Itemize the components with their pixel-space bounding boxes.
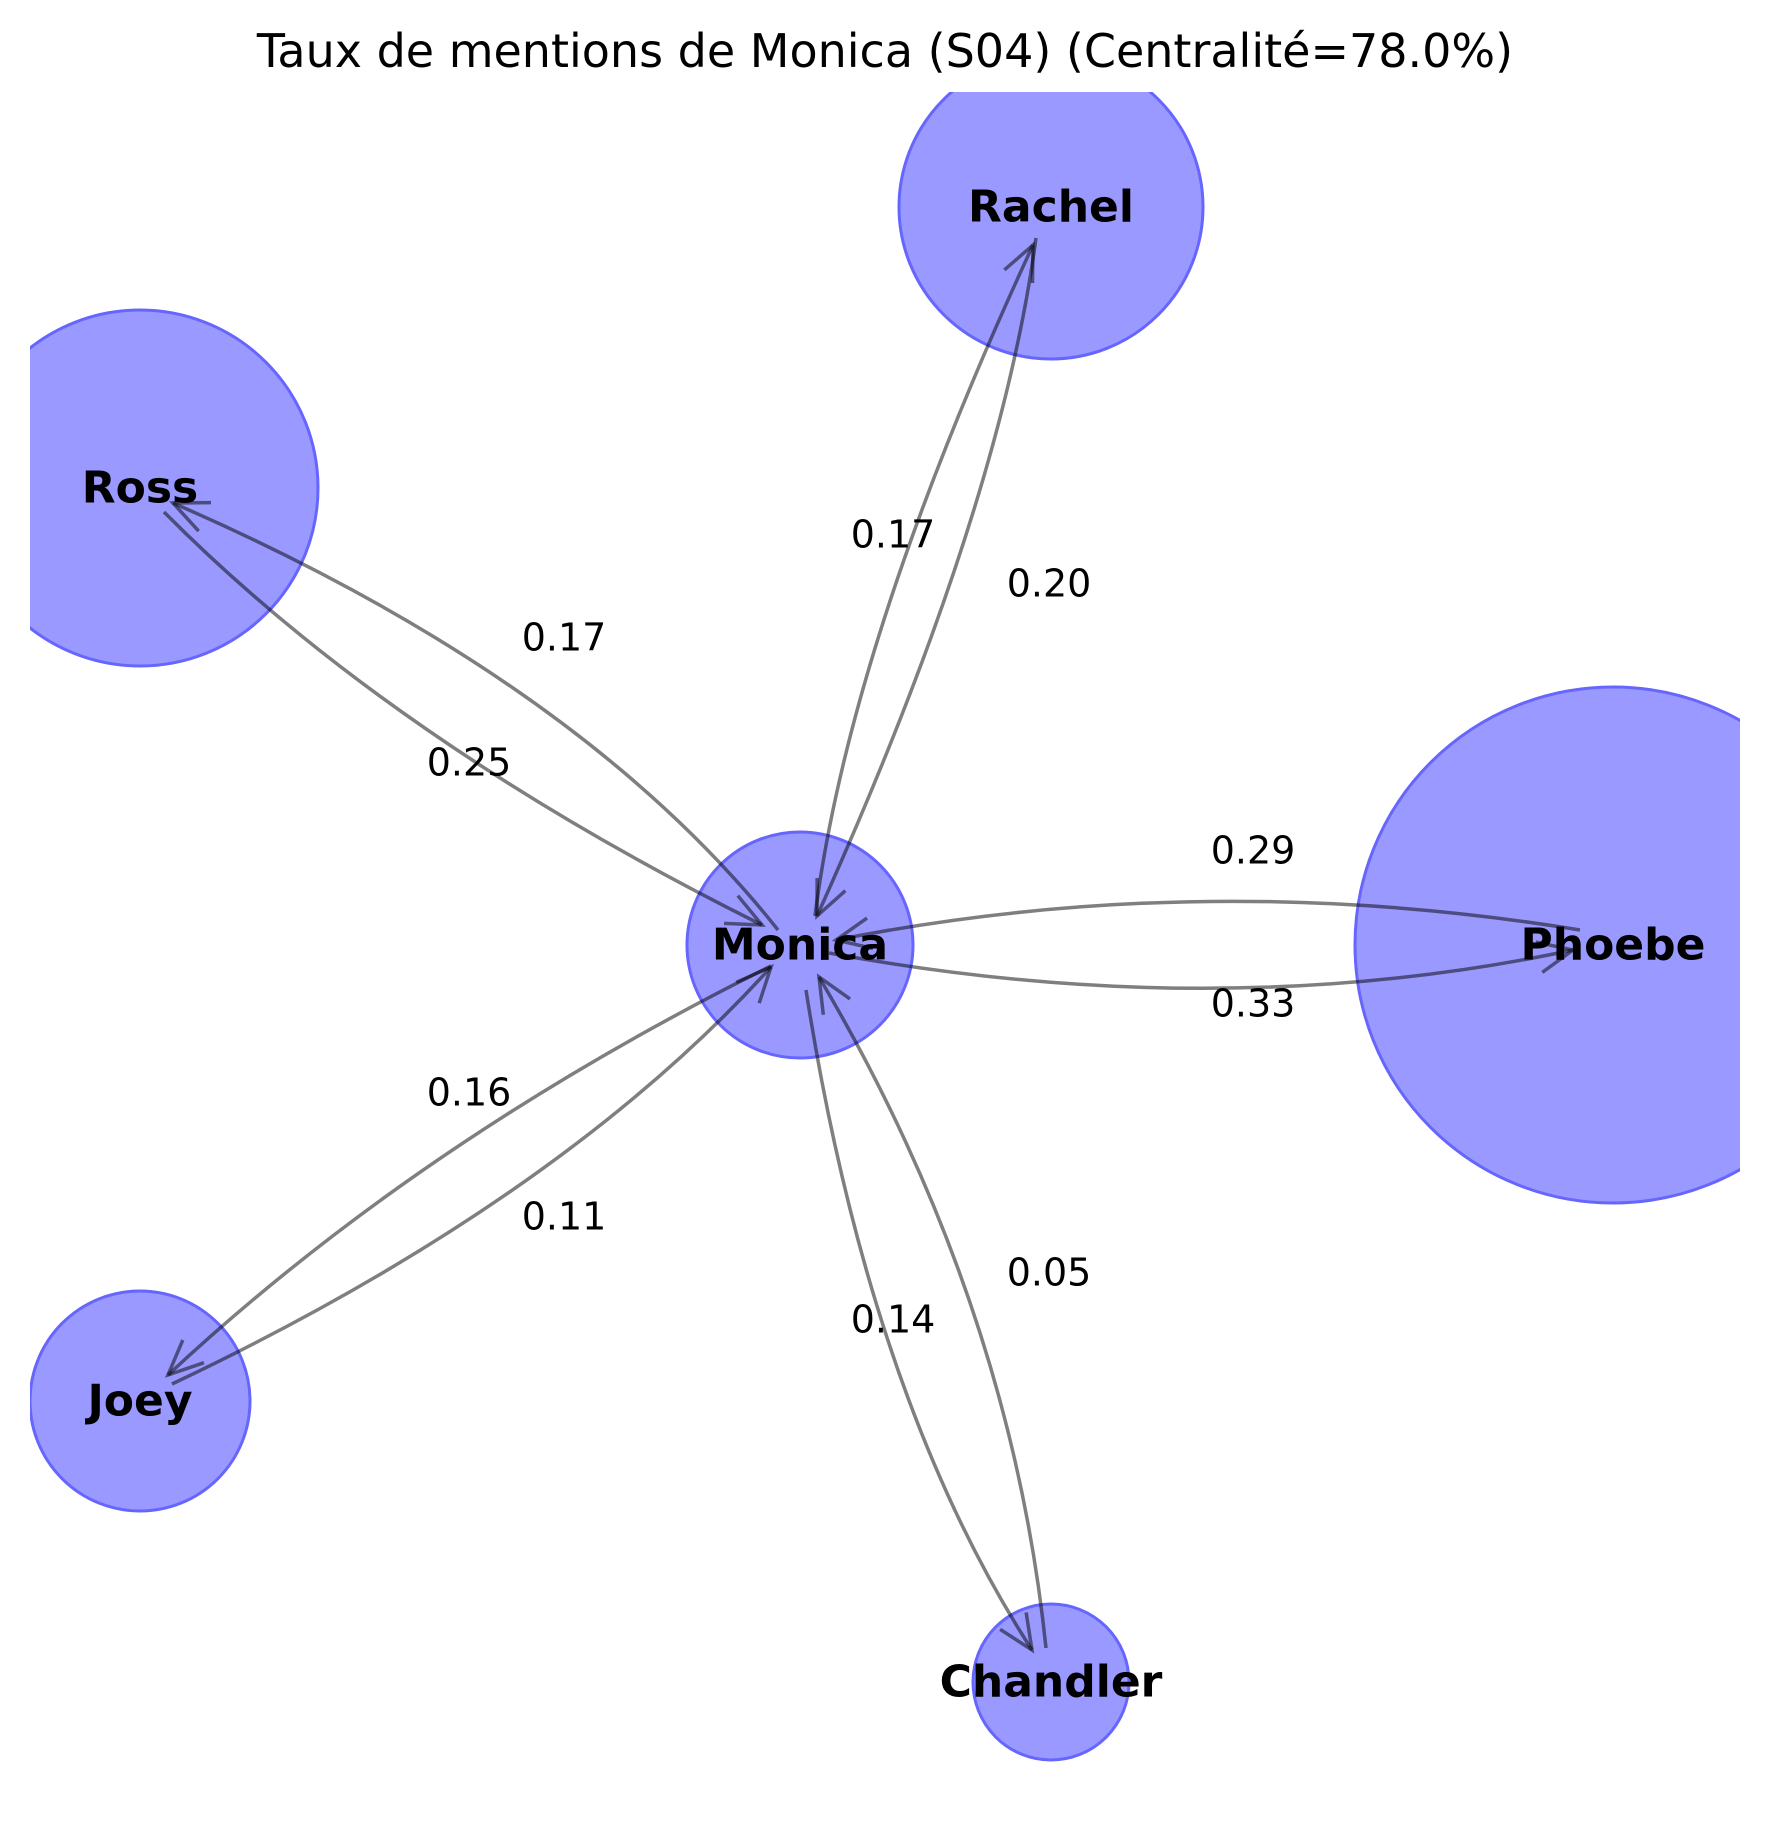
nodes-layer [30,92,1740,1762]
edge-monica-joey [166,964,772,1377]
arrowhead-ross-monica [723,894,766,927]
edge-ross-monica [162,510,763,927]
edge-weight-monica-rachel: 0.17 [851,513,936,557]
edge-phoebe-monica [835,899,1581,942]
arrowhead-joey-monica [735,963,774,1004]
arrowhead-chandler-monica [816,973,852,1015]
node-ross [30,308,320,668]
node-label-monica: Monica [712,920,888,971]
edge-monica-ross [172,501,780,932]
edge-monica-chandler [804,989,1034,1651]
edge-weight-monica-chandler: 0.14 [851,1298,936,1342]
edges-layer [162,237,1581,1654]
arrowhead-phoebe-monica [831,916,874,951]
graph-title: Taux de mentions de Monica (S04) (Centra… [256,24,1513,78]
node-joey [30,1289,252,1513]
node-label-rachel: Rachel [968,182,1134,233]
node-chandler [971,1602,1131,1762]
edge-chandler-monica [817,976,1048,1649]
node-rachel [897,92,1205,361]
arrowhead-monica-phoebe [1535,940,1578,974]
edge-weight-monica-phoebe: 0.33 [1211,982,1296,1026]
labels-layer: 0.17 0.20 0.17 0.25 0.33 0.29 0.16 0.11 0.14 0.05… [82,182,1706,1708]
edge-weight-monica-ross: 0.17 [522,616,607,660]
edge-weight-rachel-monica: 0.20 [1007,562,1092,606]
node-label-joey: Joey [84,1376,192,1427]
arrowhead-monica-joey [164,1339,205,1378]
arrowhead-monica-ross [169,500,212,533]
edge-weight-chandler-monica: 0.05 [1007,1251,1092,1295]
arrowhead-monica-chandler [999,1612,1035,1654]
edge-weight-joey-monica: 0.11 [522,1195,607,1239]
node-label-chandler: Chandler [940,1657,1163,1708]
edge-joey-monica [171,965,773,1386]
edge-monica-phoebe [828,948,1574,990]
node-label-phoebe: Phoebe [1521,920,1706,971]
edge-monica-rachel [813,244,1035,917]
edge-rachel-monica [815,237,1038,917]
edge-weight-ross-monica: 0.25 [427,741,512,785]
node-label-ross: Ross [82,463,199,514]
edge-weight-phoebe-monica: 0.29 [1211,829,1296,873]
edge-weight-monica-joey: 0.16 [427,1071,512,1115]
arrowhead-rachel-monica [815,877,847,920]
